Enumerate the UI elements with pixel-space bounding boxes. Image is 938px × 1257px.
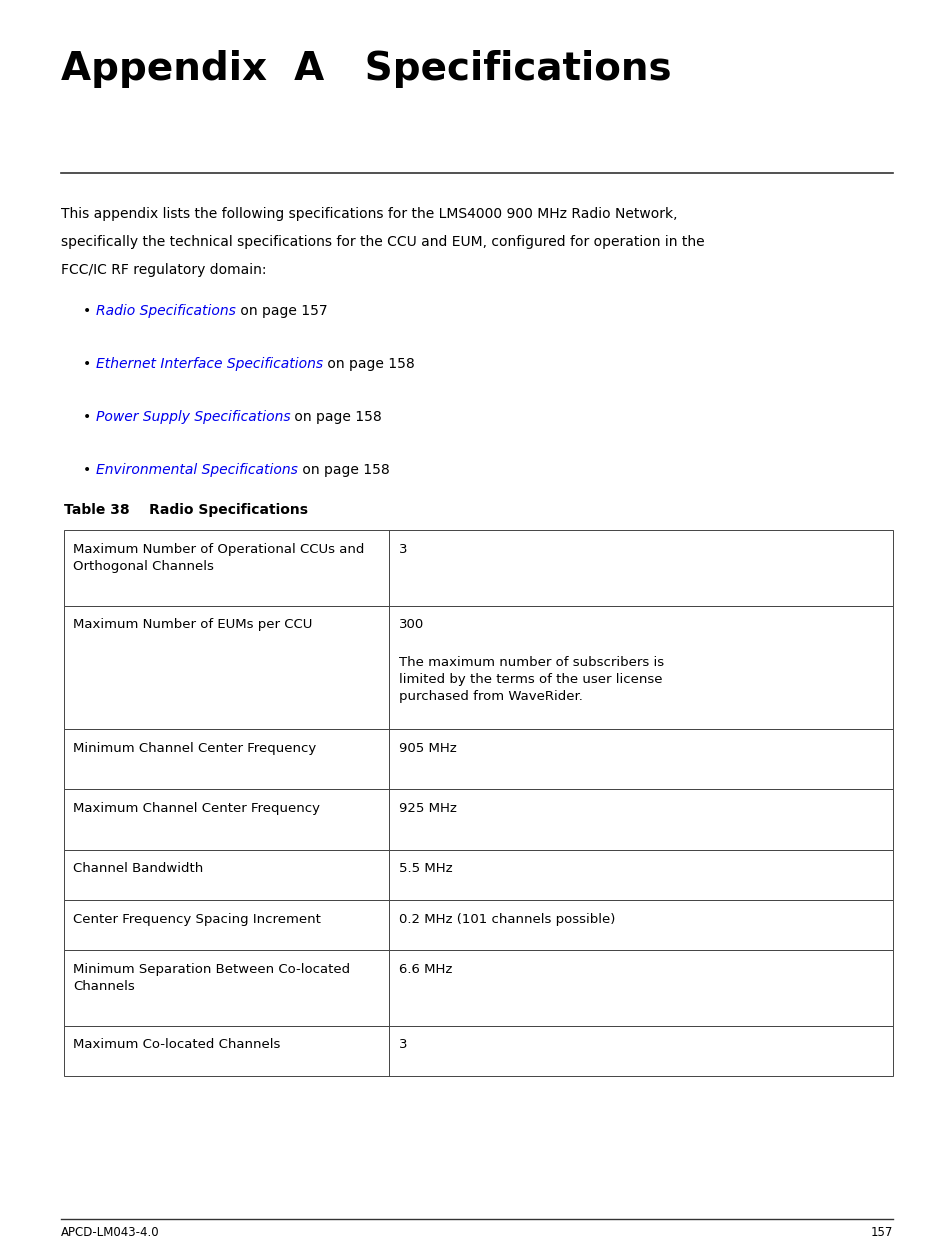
Text: 0.2 MHz (101 channels possible): 0.2 MHz (101 channels possible) (399, 913, 615, 925)
Text: Center Frequency Spacing Increment: Center Frequency Spacing Increment (73, 913, 321, 925)
Bar (64, 900, 893, 950)
Text: APCD-LM043-4.0: APCD-LM043-4.0 (61, 1226, 159, 1238)
Bar (64, 606, 893, 729)
Text: specifically the technical specifications for the CCU and EUM, configured for op: specifically the technical specification… (61, 235, 704, 249)
Text: •: • (83, 304, 91, 318)
Text: Radio Specifications: Radio Specifications (96, 304, 235, 318)
Text: Table 38    Radio Specifications: Table 38 Radio Specifications (64, 503, 308, 517)
Text: Maximum Co-located Channels: Maximum Co-located Channels (73, 1038, 280, 1051)
Text: 6.6 MHz: 6.6 MHz (399, 963, 452, 975)
Bar (64, 1026, 893, 1076)
Text: 5.5 MHz: 5.5 MHz (399, 862, 452, 875)
Text: •: • (83, 357, 91, 371)
Text: 905 MHz: 905 MHz (399, 742, 457, 754)
Bar (64, 789, 893, 850)
Text: •: • (83, 463, 91, 476)
Text: Minimum Channel Center Frequency: Minimum Channel Center Frequency (73, 742, 316, 754)
Text: Channel Bandwidth: Channel Bandwidth (73, 862, 204, 875)
Text: on page 158: on page 158 (323, 357, 415, 371)
Text: on page 157: on page 157 (235, 304, 327, 318)
Text: Appendix  A   Specifications: Appendix A Specifications (61, 50, 672, 88)
Text: Power Supply Specifications: Power Supply Specifications (96, 410, 290, 424)
Bar (64, 530, 893, 606)
Text: •: • (83, 410, 91, 424)
Text: 300: 300 (399, 618, 424, 631)
Text: FCC/IC RF regulatory domain:: FCC/IC RF regulatory domain: (61, 263, 266, 277)
Text: The maximum number of subscribers is
limited by the terms of the user license
pu: The maximum number of subscribers is lim… (399, 656, 664, 703)
Text: 925 MHz: 925 MHz (399, 802, 457, 815)
Bar (64, 729, 893, 789)
Text: Maximum Channel Center Frequency: Maximum Channel Center Frequency (73, 802, 320, 815)
Text: This appendix lists the following specifications for the LMS4000 900 MHz Radio N: This appendix lists the following specif… (61, 207, 677, 221)
Text: Ethernet Interface Specifications: Ethernet Interface Specifications (96, 357, 323, 371)
Text: Minimum Separation Between Co-located
Channels: Minimum Separation Between Co-located Ch… (73, 963, 350, 993)
Text: Maximum Number of EUMs per CCU: Maximum Number of EUMs per CCU (73, 618, 312, 631)
Text: Maximum Number of Operational CCUs and
Orthogonal Channels: Maximum Number of Operational CCUs and O… (73, 543, 365, 573)
Text: 3: 3 (399, 1038, 407, 1051)
Text: Environmental Specifications: Environmental Specifications (96, 463, 297, 476)
Bar (64, 950, 893, 1026)
Text: 3: 3 (399, 543, 407, 556)
Text: 157: 157 (870, 1226, 893, 1238)
Bar (64, 850, 893, 900)
Text: on page 158: on page 158 (297, 463, 389, 476)
Text: on page 158: on page 158 (290, 410, 382, 424)
